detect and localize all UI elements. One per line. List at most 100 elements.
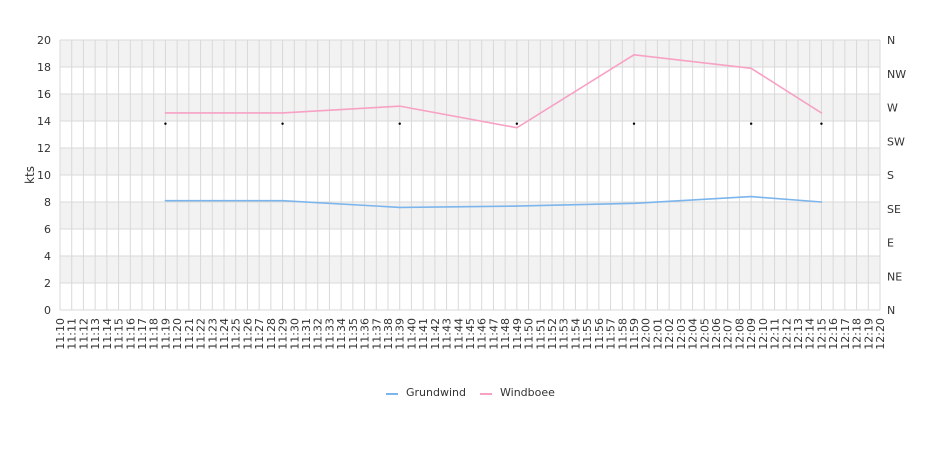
data-point	[281, 199, 284, 202]
x-tick-label: 11:38	[382, 318, 395, 350]
x-tick-label: 12:14	[804, 318, 817, 350]
x-tick-label: 11:53	[558, 318, 571, 350]
x-tick-label: 12:07	[722, 318, 735, 350]
legend-label: Grundwind	[406, 386, 466, 399]
x-tick-label: 12:06	[710, 318, 723, 350]
x-tick-label: 11:39	[394, 318, 407, 350]
x-tick-label: 11:22	[195, 318, 208, 350]
data-point	[281, 112, 284, 114]
x-tick-label: 11:29	[277, 318, 290, 350]
x-tick-label: 11:17	[136, 318, 149, 350]
x-tick-label: 11:16	[124, 318, 137, 350]
x-tick-label: 12:03	[675, 318, 688, 350]
direction-tick-label: W	[887, 102, 898, 115]
x-tick-label: 11:50	[523, 318, 536, 350]
direction-tick-label: S	[887, 169, 894, 182]
y-axis-title: kts	[23, 166, 37, 184]
x-tick-label: 11:56	[593, 318, 606, 350]
x-tick-label: 11:51	[534, 318, 547, 350]
x-tick-label: 11:13	[89, 318, 102, 350]
x-tick-label: 11:57	[605, 318, 618, 350]
x-tick-label: 11:45	[464, 318, 477, 350]
x-tick-label: 11:42	[429, 318, 442, 350]
data-point	[516, 126, 518, 129]
x-tick-label: 11:37	[370, 318, 383, 350]
y-tick-label: 18	[37, 61, 51, 74]
x-tick-label: 11:52	[546, 318, 559, 350]
data-point	[516, 205, 518, 207]
legend-label: Windboee	[500, 386, 555, 399]
direction-tick-label: NW	[887, 68, 906, 81]
x-tick-label: 11:21	[183, 318, 196, 350]
data-point	[398, 105, 401, 107]
x-axis-ticks: 11:1011:1111:1211:1311:1411:1511:1611:17…	[54, 318, 887, 350]
x-tick-label: 11:59	[628, 318, 641, 350]
direction-marker	[398, 122, 401, 125]
x-tick-label: 11:49	[511, 318, 524, 350]
x-tick-label: 12:02	[663, 318, 676, 350]
y-tick-label: 8	[44, 196, 51, 209]
x-tick-label: 11:19	[159, 318, 172, 350]
direction-tick-label: N	[887, 34, 895, 47]
y-tick-label: 20	[37, 34, 51, 47]
x-tick-label: 11:46	[476, 318, 489, 350]
series-lines	[164, 54, 823, 209]
x-tick-label: 11:20	[171, 318, 184, 350]
x-tick-label: 12:19	[862, 318, 875, 350]
data-point	[820, 201, 823, 203]
x-tick-label: 11:44	[452, 318, 465, 350]
direction-marker	[749, 122, 753, 125]
x-tick-label: 12:08	[733, 318, 746, 350]
x-tick-label: 11:54	[569, 318, 582, 350]
x-tick-label: 11:30	[288, 318, 301, 350]
y-tick-label: 0	[44, 304, 51, 317]
x-tick-label: 12:15	[815, 318, 828, 350]
horizontal-gridlines	[60, 39, 880, 311]
x-tick-label: 11:40	[405, 318, 418, 350]
x-tick-label: 11:14	[101, 318, 114, 350]
x-tick-label: 11:12	[77, 318, 90, 350]
data-point	[164, 199, 167, 202]
x-tick-label: 12:18	[851, 318, 864, 350]
direction-axis-ticks: N NE E SE S SW W NW N	[887, 34, 906, 317]
x-tick-label: 11:34	[335, 318, 348, 350]
x-tick-label: 11:11	[66, 318, 79, 350]
direction-marker	[820, 122, 823, 125]
y-tick-label: 16	[37, 88, 51, 101]
x-tick-label: 12:20	[874, 318, 887, 350]
x-tick-label: 12:09	[745, 318, 758, 350]
x-tick-label: 11:58	[616, 318, 629, 350]
legend[interactable]: Grundwind Windboee	[386, 386, 555, 399]
direction-marker	[281, 122, 284, 125]
x-tick-label: 11:36	[359, 318, 372, 350]
x-tick-label: 11:24	[218, 318, 231, 350]
x-tick-label: 12:10	[757, 318, 770, 350]
y-tick-label: 14	[37, 115, 51, 128]
x-tick-label: 12:16	[827, 318, 840, 350]
x-tick-label: 11:48	[499, 318, 512, 350]
x-tick-label: 12:12	[780, 318, 793, 350]
x-tick-label: 11:26	[241, 318, 254, 350]
x-tick-label: 11:27	[253, 318, 266, 350]
data-point	[820, 112, 823, 114]
direction-tick-label: SW	[887, 135, 905, 148]
x-tick-label: 11:28	[265, 318, 278, 350]
x-tick-label: 11:33	[323, 318, 336, 350]
y-tick-label: 12	[37, 142, 51, 155]
legend-item-windboee[interactable]: Windboee	[480, 386, 555, 399]
direction-tick-label: E	[887, 237, 894, 250]
legend-item-grundwind[interactable]: Grundwind	[386, 386, 466, 399]
x-tick-label: 12:04	[687, 318, 700, 350]
x-tick-label: 11:41	[417, 318, 430, 350]
x-tick-label: 11:32	[312, 318, 325, 350]
x-tick-label: 12:13	[792, 318, 805, 350]
data-point	[750, 195, 752, 198]
x-tick-label: 11:23	[206, 318, 219, 350]
direction-tick-label: NE	[887, 270, 902, 283]
x-tick-label: 11:35	[347, 318, 360, 350]
direction-marker	[515, 122, 519, 125]
direction-tick-label: SE	[887, 203, 901, 216]
direction-tick-label: N	[887, 304, 895, 317]
data-point	[633, 202, 635, 205]
y-tick-label: 6	[44, 223, 51, 236]
